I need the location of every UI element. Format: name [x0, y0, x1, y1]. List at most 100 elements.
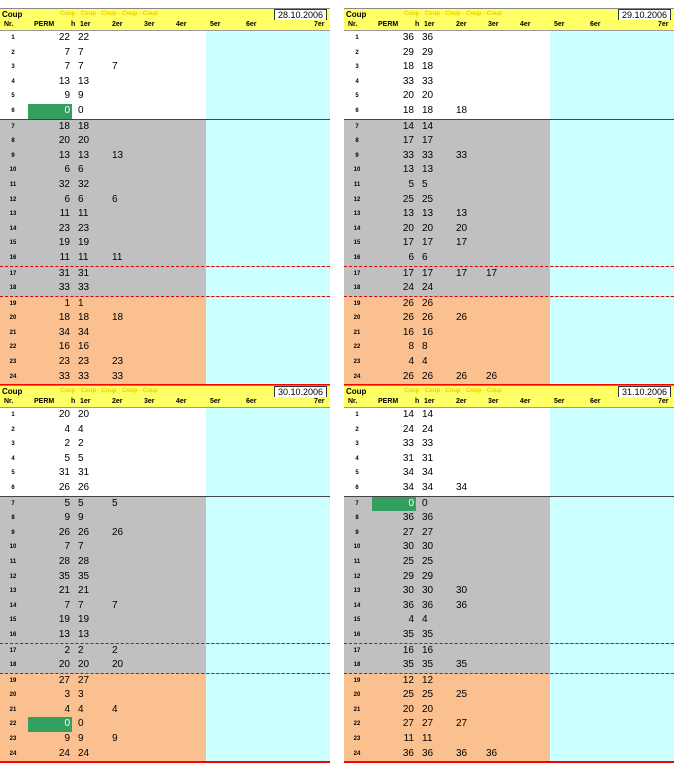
value-2er: 20 — [112, 659, 124, 671]
table-row: 22 8 8 — [344, 340, 674, 356]
perm-cell[interactable]: 5 — [408, 178, 414, 190]
perm-cell[interactable]: 7 — [64, 599, 70, 611]
perm-cell[interactable]: 25 — [402, 555, 414, 567]
perm-cell[interactable]: 30 — [402, 541, 414, 553]
perm-cell[interactable]: 36 — [402, 747, 414, 759]
perm-cell[interactable]: 35 — [402, 628, 414, 640]
perm-cell[interactable]: 24 — [402, 282, 414, 294]
perm-cell[interactable]: 20 — [58, 409, 70, 420]
perm-cell[interactable]: 31 — [58, 467, 70, 479]
perm-cell[interactable]: 9 — [64, 733, 70, 745]
perm-cell[interactable]: 13 — [58, 75, 70, 87]
perm-cell[interactable]: 4 — [64, 423, 70, 435]
value-1er: 34 — [422, 481, 434, 493]
perm-cell[interactable]: 5 — [64, 497, 70, 509]
perm-cell[interactable]: 17 — [402, 237, 414, 249]
perm-cell[interactable]: 12 — [402, 674, 414, 686]
perm-cell[interactable]: 19 — [58, 614, 70, 626]
perm-cell[interactable]: 20 — [58, 135, 70, 147]
perm-cell[interactable]: 33 — [58, 282, 70, 294]
perm-cell[interactable]: 26 — [58, 526, 70, 538]
perm-cell[interactable]: 34 — [58, 326, 70, 338]
perm-cell[interactable]: 36 — [402, 599, 414, 611]
perm-cell[interactable]: 2 — [64, 438, 70, 450]
perm-cell[interactable]: 5 — [64, 452, 70, 464]
perm-cell[interactable]: 30 — [402, 585, 414, 597]
perm-cell[interactable]: 18 — [402, 61, 414, 73]
perm-cell[interactable]: 26 — [402, 297, 414, 309]
perm-cell[interactable]: 20 — [402, 222, 414, 234]
perm-cell[interactable]: 9 — [64, 90, 70, 102]
perm-cell[interactable]: 11 — [59, 208, 70, 220]
perm-cell[interactable]: 3 — [64, 689, 70, 701]
perm-cell[interactable]: 33 — [402, 149, 414, 161]
perm-cell[interactable]: 18 — [58, 312, 70, 324]
perm-cell[interactable]: 27 — [402, 718, 414, 730]
perm-cell[interactable]: 11 — [59, 251, 70, 263]
perm-cell[interactable]: 0 — [28, 103, 72, 119]
perm-cell[interactable]: 23 — [58, 222, 70, 234]
perm-cell[interactable]: 16 — [402, 326, 414, 338]
perm-cell[interactable]: 6 — [408, 251, 414, 263]
perm-cell[interactable]: 17 — [402, 135, 414, 147]
perm-cell[interactable]: 35 — [58, 570, 70, 582]
perm-cell[interactable]: 7 — [64, 46, 70, 58]
perm-cell[interactable]: 26 — [402, 370, 414, 382]
perm-cell[interactable]: 13 — [58, 149, 70, 161]
perm-cell[interactable]: 16 — [402, 644, 414, 656]
perm-cell[interactable]: 13 — [402, 208, 414, 220]
perm-cell[interactable]: 16 — [58, 341, 70, 353]
perm-cell[interactable]: 20 — [402, 90, 414, 102]
column-header-h: h — [415, 398, 420, 405]
perm-cell[interactable]: 34 — [402, 481, 414, 493]
perm-cell[interactable]: 27 — [58, 674, 70, 686]
perm-cell[interactable]: 0 — [372, 496, 416, 512]
perm-cell[interactable]: 11 — [403, 733, 414, 745]
perm-cell[interactable]: 26 — [402, 312, 414, 324]
perm-cell[interactable]: 24 — [402, 423, 414, 435]
perm-cell[interactable]: 20 — [58, 659, 70, 671]
perm-cell[interactable]: 14 — [402, 120, 414, 132]
perm-cell[interactable]: 29 — [402, 46, 414, 58]
perm-cell[interactable]: 33 — [402, 75, 414, 87]
perm-cell[interactable]: 9 — [64, 512, 70, 524]
perm-cell[interactable]: 4 — [408, 356, 414, 368]
perm-cell[interactable]: 25 — [402, 193, 414, 205]
perm-cell[interactable]: 0 — [28, 717, 72, 733]
perm-cell[interactable]: 28 — [58, 555, 70, 567]
perm-cell[interactable]: 21 — [58, 585, 70, 597]
perm-cell[interactable]: 29 — [402, 570, 414, 582]
perm-cell[interactable]: 23 — [58, 356, 70, 368]
perm-cell[interactable]: 1 — [64, 297, 70, 309]
perm-cell[interactable]: 18 — [402, 104, 414, 116]
perm-cell[interactable]: 6 — [64, 193, 70, 205]
perm-cell[interactable]: 7 — [64, 541, 70, 553]
perm-cell[interactable]: 17 — [402, 267, 414, 279]
perm-cell[interactable]: 8 — [408, 341, 414, 353]
perm-cell[interactable]: 25 — [402, 689, 414, 701]
perm-cell[interactable]: 20 — [402, 703, 414, 715]
perm-cell[interactable]: 32 — [58, 178, 70, 190]
perm-cell[interactable]: 18 — [58, 120, 70, 132]
perm-cell[interactable]: 13 — [58, 628, 70, 640]
perm-cell[interactable]: 2 — [64, 644, 70, 656]
perm-cell[interactable]: 34 — [402, 467, 414, 479]
perm-cell[interactable]: 22 — [58, 32, 70, 43]
perm-cell[interactable]: 36 — [402, 512, 414, 524]
perm-cell[interactable]: 31 — [402, 452, 414, 464]
perm-cell[interactable]: 7 — [64, 61, 70, 73]
perm-cell[interactable]: 13 — [402, 164, 414, 176]
perm-cell[interactable]: 33 — [58, 370, 70, 382]
perm-cell[interactable]: 31 — [58, 267, 70, 279]
perm-cell[interactable]: 27 — [402, 526, 414, 538]
perm-cell[interactable]: 26 — [58, 481, 70, 493]
perm-cell[interactable]: 14 — [402, 409, 414, 420]
perm-cell[interactable]: 4 — [64, 703, 70, 715]
perm-cell[interactable]: 4 — [408, 614, 414, 626]
perm-cell[interactable]: 36 — [402, 32, 414, 43]
perm-cell[interactable]: 19 — [58, 237, 70, 249]
perm-cell[interactable]: 35 — [402, 659, 414, 671]
perm-cell[interactable]: 6 — [64, 164, 70, 176]
perm-cell[interactable]: 24 — [58, 747, 70, 759]
perm-cell[interactable]: 33 — [402, 438, 414, 450]
